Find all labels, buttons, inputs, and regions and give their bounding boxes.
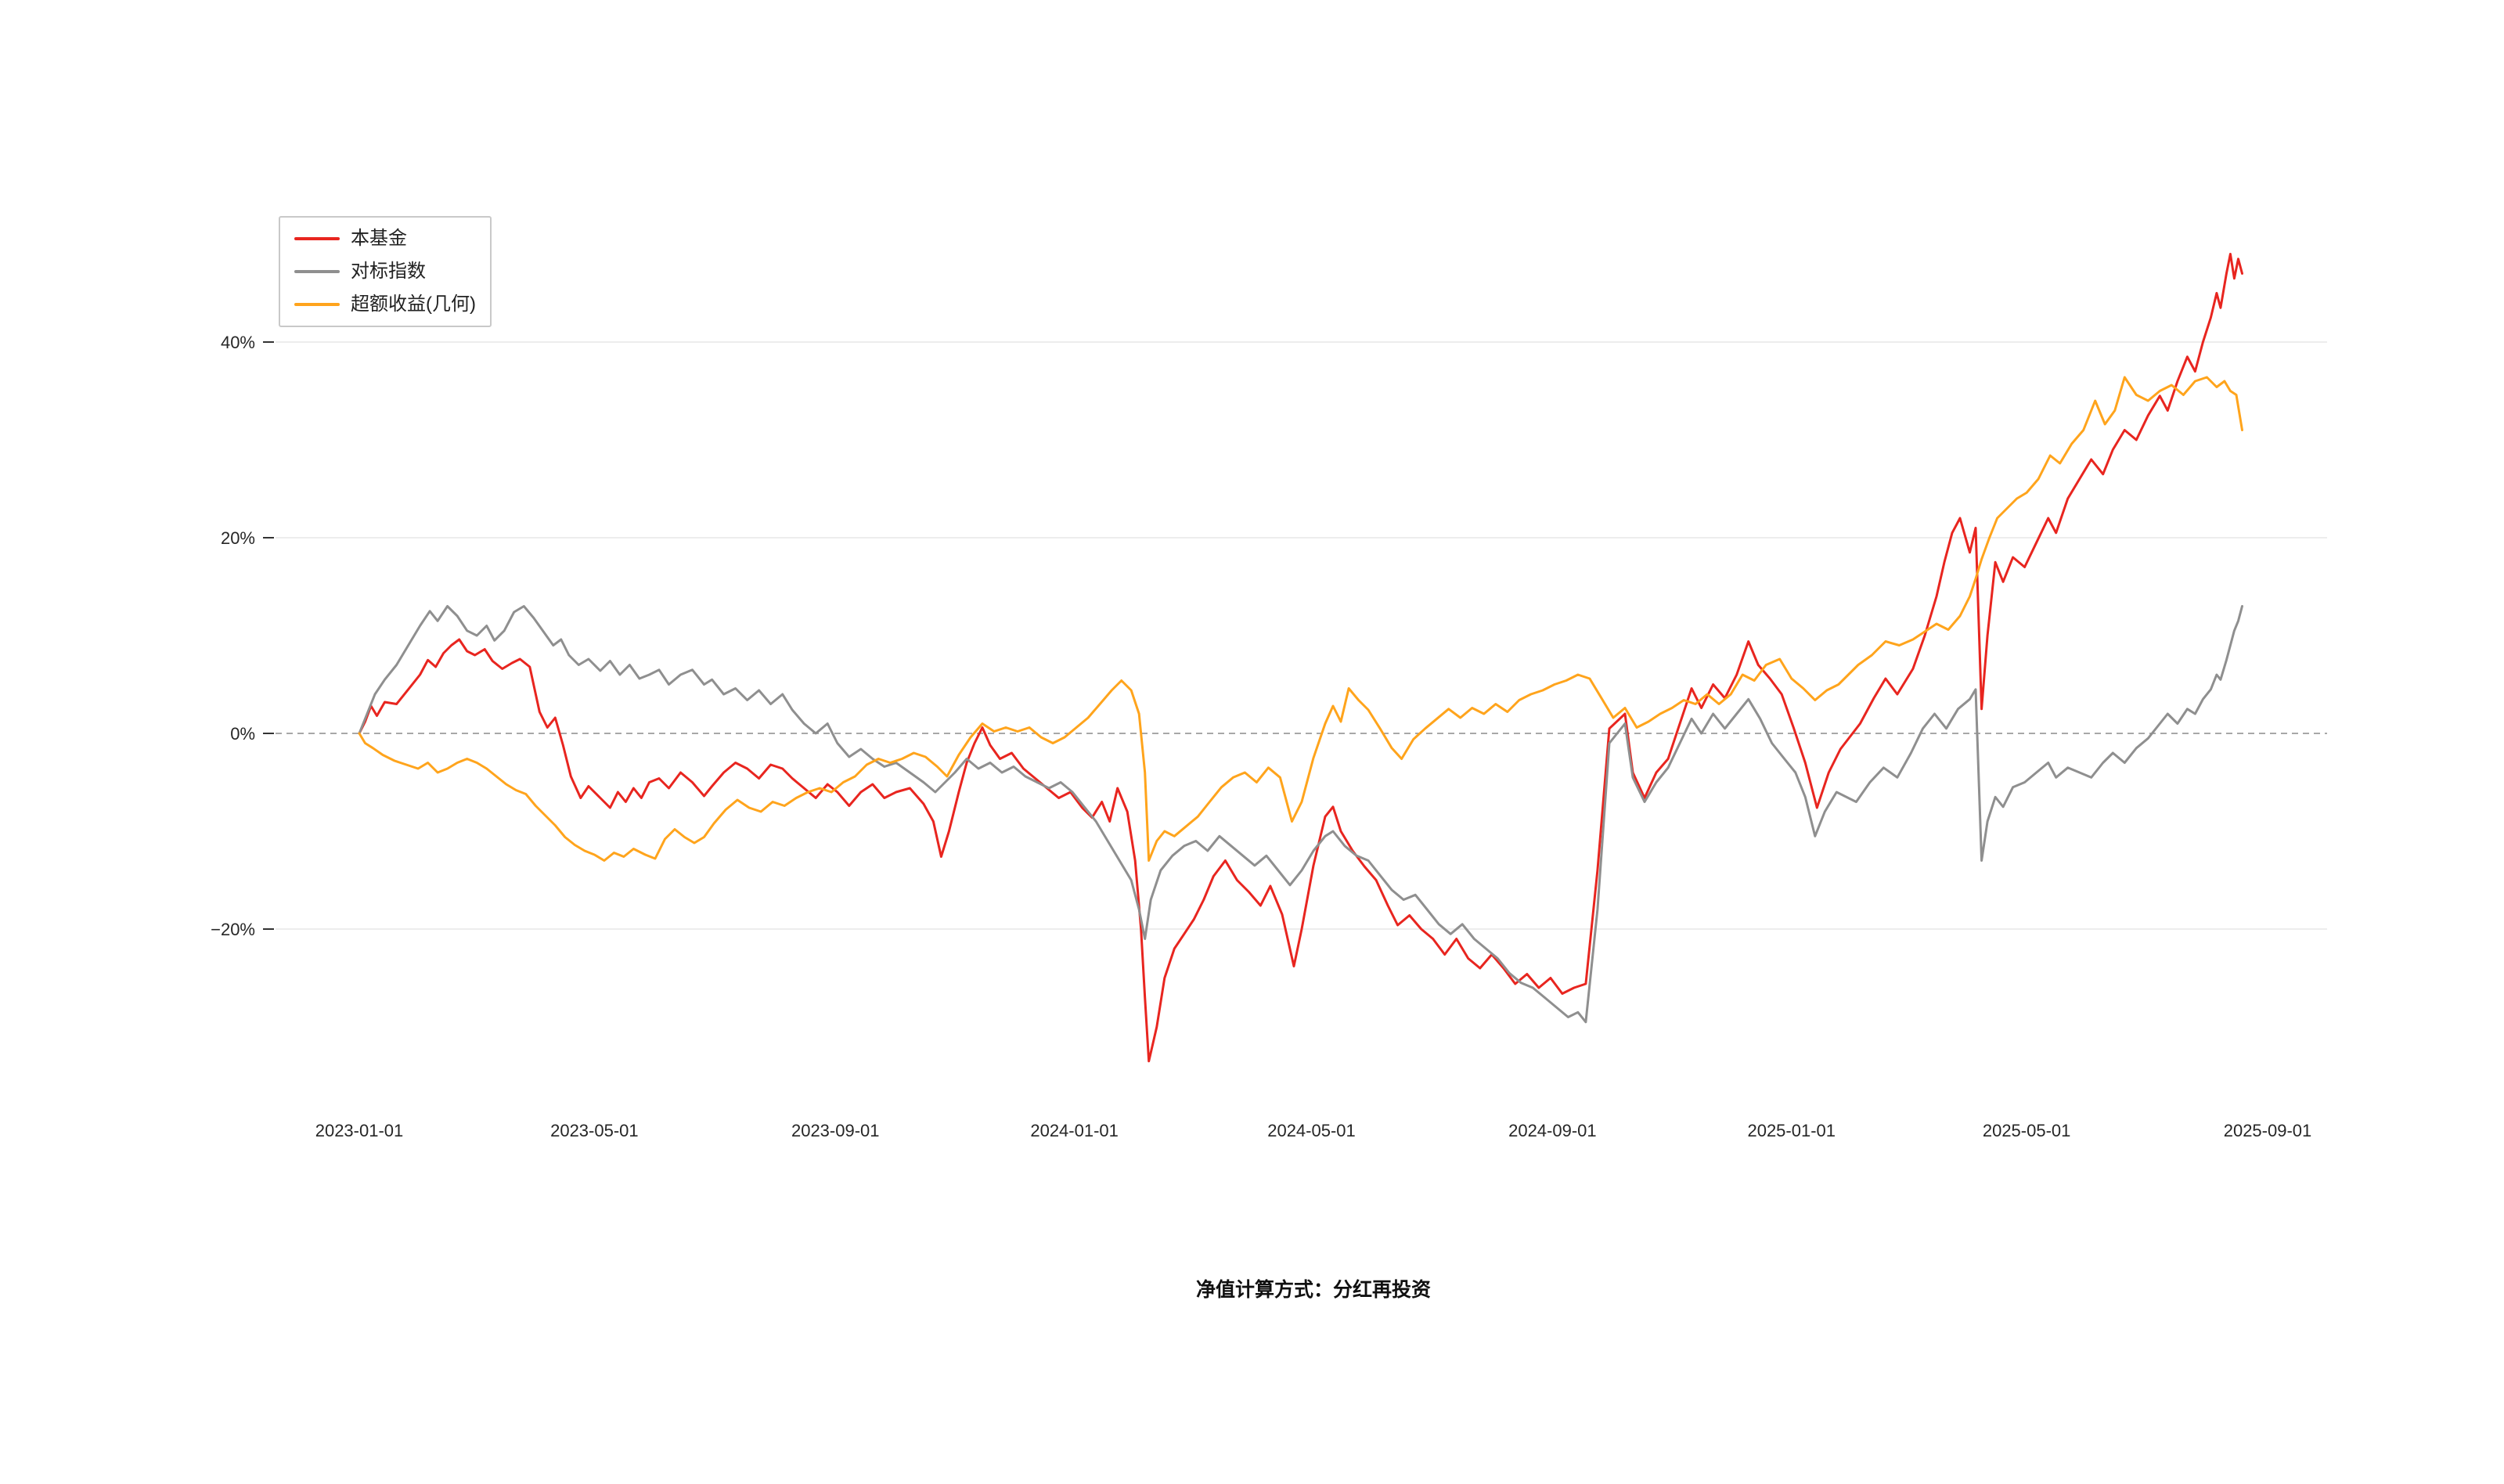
x-tick-label: 2023-09-01 (791, 1121, 880, 1140)
series-line-对标指数 (358, 605, 2243, 1024)
legend-item[interactable]: 超额收益(几何) (294, 293, 476, 316)
legend-line-swatch (294, 237, 340, 240)
chart-legend: 本基金对标指数超额收益(几何) (279, 216, 492, 327)
legend-line-swatch (294, 270, 340, 273)
series-line-本基金 (358, 253, 2243, 1063)
y-tick-label: −20% (211, 920, 255, 939)
legend-label: 本基金 (351, 228, 407, 249)
x-tick-label: 2023-01-01 (315, 1121, 404, 1140)
x-tick-label: 2025-01-01 (1747, 1121, 1836, 1140)
legend-label: 对标指数 (351, 261, 426, 282)
x-tick-label: 2025-09-01 (2224, 1121, 2312, 1140)
y-tick-label: 0% (230, 724, 255, 744)
net-value-caption: 净值计算方式：分红再投资 (1195, 1279, 1431, 1301)
x-tick-label: 2024-09-01 (1508, 1121, 1597, 1140)
legend-label: 超额收益(几何) (351, 294, 476, 315)
x-tick-label: 2025-05-01 (1983, 1121, 2071, 1140)
y-tick-label: 40% (221, 333, 255, 352)
x-tick-label: 2023-05-01 (550, 1121, 639, 1140)
x-tick-label: 2024-05-01 (1267, 1121, 1356, 1140)
legend-line-swatch (294, 303, 340, 306)
legend-item[interactable]: 本基金 (294, 227, 476, 250)
legend-item[interactable]: 对标指数 (294, 260, 476, 283)
y-tick-label: 20% (221, 528, 255, 548)
x-tick-label: 2024-01-01 (1030, 1121, 1119, 1140)
series-line-超额收益(几何) (358, 376, 2243, 862)
